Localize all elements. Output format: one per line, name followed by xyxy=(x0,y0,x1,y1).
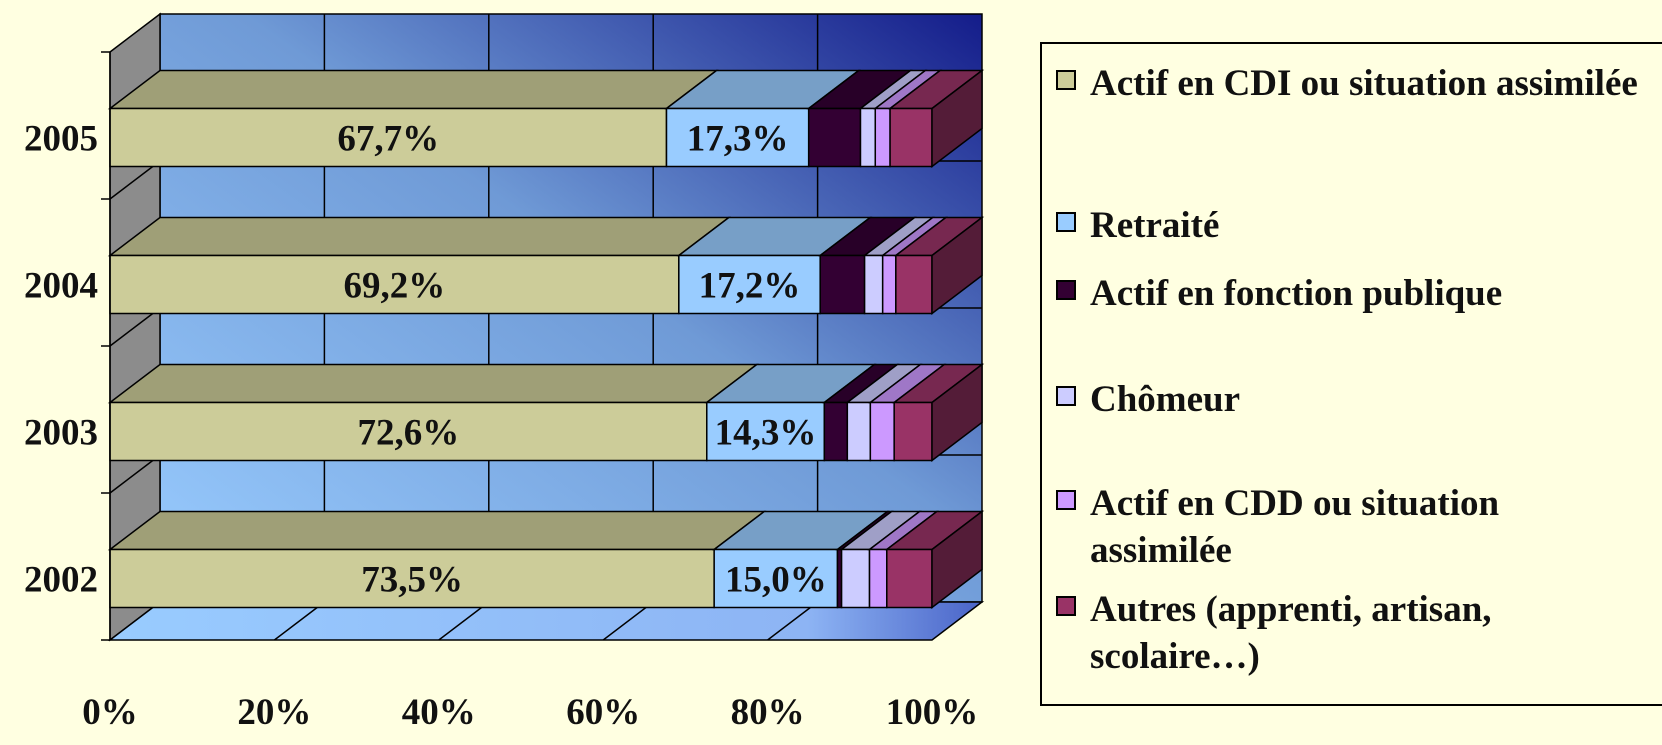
category-label-2005: 2005 xyxy=(24,119,98,160)
bar-2005-actif-en-fonction-publiq xyxy=(807,107,862,168)
bar-2004-actif-en-cdi-ou-situatio-top xyxy=(107,216,732,257)
bar-2005-retraite xyxy=(665,107,810,168)
bar-2004-actif-en-fonction-publiq xyxy=(819,254,866,315)
x-tick-label: 0% xyxy=(82,692,138,733)
stacked-bar-chart: 67,7% 17,3% 69,2% 17,2% 72,6% 14,3% 73,5% 15,0%… xyxy=(24,12,985,733)
bar-2004-end xyxy=(931,215,983,316)
category-label-2002: 2002 xyxy=(24,560,98,601)
legend-swatch-cdd xyxy=(1056,490,1076,510)
data-label-2005-retraite: 17,3% xyxy=(687,119,789,160)
category-label-2003: 2003 xyxy=(24,413,98,454)
data-label-2003-actif-en-cdi-ou-situatio: 72,6% xyxy=(358,413,460,454)
bar-2002-actif-en-cdd-ou-situatio xyxy=(868,548,888,609)
legend-label-cdd: Actif en CDD ou situation assimilée xyxy=(1090,483,1500,571)
floor-gridline xyxy=(438,601,490,641)
legend: Actif en CDI ou situation assimilée Retr… xyxy=(1040,42,1662,706)
legend-label-fonction-publique: Actif en fonction publique xyxy=(1090,273,1503,314)
bar-2004-autres-apprenti-artisan- xyxy=(895,254,933,315)
side-wall-divider xyxy=(109,307,161,347)
bar-2005-autres-apprenti-artisan- xyxy=(889,107,933,168)
floor-gridline xyxy=(767,601,819,641)
bar-2005-actif-en-cdi-ou-situatio xyxy=(109,107,668,168)
bar-2003-retraite xyxy=(706,401,826,462)
bar-2005-chomeur xyxy=(859,107,877,168)
bar-2004-chomeur xyxy=(863,254,884,315)
bar-2005-actif-en-cdi-ou-situatio-top xyxy=(107,69,719,110)
bar-2002-autres-apprenti-artisan- xyxy=(886,548,933,609)
bar-2002-actif-en-cdi-ou-situatio xyxy=(109,548,715,609)
x-tick-label: 60% xyxy=(566,692,640,733)
data-label-2002-actif-en-cdi-ou-situatio: 73,5% xyxy=(361,560,463,601)
bar-2003-actif-en-cdi-ou-situatio-top xyxy=(107,363,759,404)
bar-2003-end xyxy=(931,362,983,463)
floor xyxy=(107,601,985,641)
legend-swatch-retraite xyxy=(1056,212,1076,232)
bar-2005-actif-en-cdd-ou-situatio xyxy=(874,107,891,168)
bar-2002-end xyxy=(931,509,983,610)
bar-2002-retraite xyxy=(713,548,839,609)
legend-label-retraite: Retraité xyxy=(1090,205,1220,246)
chart-axes: 2005 2004 2003 2002 0% 20% 40% 60% 80% 100% xyxy=(24,51,979,733)
category-label-2004: 2004 xyxy=(24,266,98,307)
legend-swatch-autres xyxy=(1056,596,1076,616)
data-label-2005-actif-en-cdi-ou-situatio: 67,7% xyxy=(337,119,439,160)
legend-swatch-cdi xyxy=(1056,70,1076,90)
side-wall-divider xyxy=(109,160,161,200)
bar-2003-autres-apprenti-artisan- xyxy=(893,401,933,462)
bar-2003-actif-en-cdd-ou-situatio xyxy=(869,401,895,462)
legend-swatch-fonction-publique xyxy=(1056,280,1076,300)
bar-2005: 67,7% 17,3% xyxy=(107,68,985,169)
bar-2003-chomeur xyxy=(846,401,872,462)
bar-2005-end xyxy=(931,68,983,169)
bar-2003-actif-en-fonction-publiq xyxy=(823,401,849,462)
legend-label-chomeur: Chômeur xyxy=(1090,379,1241,420)
side-wall-divider xyxy=(109,454,161,494)
x-tick-label: 100% xyxy=(886,692,979,733)
bar-2003: 72,6% 14,3% xyxy=(107,362,985,463)
legend-label-cdi: Actif en CDI ou situation assimilée xyxy=(1090,63,1638,104)
floor-gridline xyxy=(602,601,654,641)
chart-bars: 67,7% 17,3% 69,2% 17,2% 72,6% 14,3% 73,5% 15,0% xyxy=(107,68,985,610)
x-tick-label: 20% xyxy=(237,692,311,733)
bar-2004: 69,2% 17,2% xyxy=(107,215,985,316)
data-label-2002-retraite: 15,0% xyxy=(725,560,827,601)
data-label-2004-actif-en-cdi-ou-situatio: 69,2% xyxy=(344,266,446,307)
data-label-2003-retraite: 14,3% xyxy=(715,413,817,454)
bar-2004-actif-en-cdd-ou-situatio xyxy=(881,254,897,315)
data-label-2004-retraite: 17,2% xyxy=(699,266,801,307)
bar-2004-retraite xyxy=(678,254,821,315)
floor-gridline xyxy=(273,601,325,641)
legend-swatch-chomeur xyxy=(1056,386,1076,406)
x-tick-label: 80% xyxy=(731,692,805,733)
bar-2002: 73,5% 15,0% xyxy=(107,509,985,610)
bar-2002-actif-en-cdi-ou-situatio-top xyxy=(107,510,767,551)
x-tick-label: 40% xyxy=(402,692,476,733)
legend-label-autres: Autres (apprenti, artisan, scolaire…) xyxy=(1090,589,1492,677)
bar-2002-chomeur xyxy=(840,548,871,609)
